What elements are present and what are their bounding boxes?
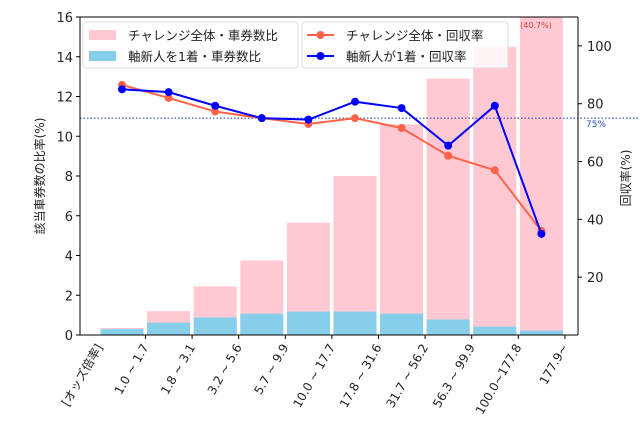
line-rookie-recovery [121,88,543,235]
bar-overflow-annotation: (40.7%) [520,21,552,30]
point-total-7 [444,151,453,160]
bar-rookie-6 [380,313,424,335]
right-tick-label: 80 [587,98,604,113]
reference-line-label: 75% [586,120,606,130]
left-tick-label: 16 [56,11,73,26]
legend-marker [316,52,325,60]
left-tick-label: 0 [65,329,73,344]
legend-label: チャレンジ全体・回収率 [346,28,483,43]
point-total-1 [164,93,173,102]
point-rookie-2 [211,101,220,110]
line-total-recovery [121,83,543,232]
x-tick-label: 5.7 ~ 9.9 [251,342,291,397]
bar-total-7 [426,78,470,336]
left-tick-label: 6 [65,210,73,225]
point-rookie-5 [351,97,359,106]
bar-total-8 [473,46,517,335]
y-axis-right-title: 回収率(%) [618,150,633,207]
right-tick-label: 100 [587,40,612,55]
bar-rookie-5 [333,311,377,335]
bar-rookie-4 [286,311,330,335]
bar-total-6 [380,124,424,335]
x-tick-label: 31.7 ~ 56.2 [384,342,432,411]
x-tick-label: 1.0 ~ 1.7 [112,342,152,397]
point-rookie-9 [537,229,546,238]
point-rookie-4 [304,115,313,124]
point-rookie-0 [118,85,126,94]
legend-label: チャレンジ全体・車券数比 [128,28,278,43]
y-axis-left-title: 該当車券数の比率(%) [32,118,47,235]
point-total-2 [211,107,220,116]
point-rookie-7 [444,141,453,150]
point-total-5 [351,114,359,123]
right-tick-label: 20 [587,271,604,286]
x-tick-label: 1.8 ~ 3.1 [158,342,198,397]
left-tick-label: 2 [65,289,73,304]
x-tick-label: 177.9~ [537,342,571,387]
legend-label: 軸新人を1着・車券数比 [128,49,261,64]
x-tick-label: 3.2 ~ 5.6 [205,342,245,397]
legend-swatch [89,30,116,40]
x-axis-title: [オッズ倍率] [58,341,106,409]
point-rookie-3 [257,114,266,123]
x-tick-label: 56.3 ~ 99.9 [430,342,478,411]
right-tick-label: 40 [587,213,604,228]
bar-rookie-0 [100,329,144,335]
point-total-6 [397,124,406,133]
left-tick-label: 4 [65,250,73,265]
point-rookie-1 [164,88,173,97]
bar-rookie-3 [240,313,284,335]
point-total-8 [490,166,499,175]
left-tick-label: 10 [56,130,73,145]
bar-total-9 [519,17,563,335]
left-tick-label: 8 [65,170,73,185]
bar-rookie-7 [426,319,470,335]
left-tick-label: 12 [56,91,73,106]
x-tick-label: 17.8 ~ 31.6 [337,342,385,411]
bar-rookie-1 [147,322,191,335]
point-rookie-6 [397,104,406,113]
legend-lines-box [301,21,509,69]
bar-rookie-8 [473,326,517,335]
bar-rookie-2 [193,317,237,335]
legend-marker [316,31,325,39]
legend-bars-box [82,21,299,69]
bar-rookie-9 [519,330,563,335]
right-tick-label: 60 [587,156,604,171]
legend-label: 軸新人が1着・回収率 [346,49,466,64]
point-rookie-8 [490,101,499,110]
x-tick-label: 10.0 ~ 17.7 [290,342,338,411]
legend-swatch [89,51,116,61]
x-tick-label: 100.0~177.8 [473,342,525,417]
bar-total-5 [333,176,377,335]
left-tick-label: 14 [56,51,73,66]
